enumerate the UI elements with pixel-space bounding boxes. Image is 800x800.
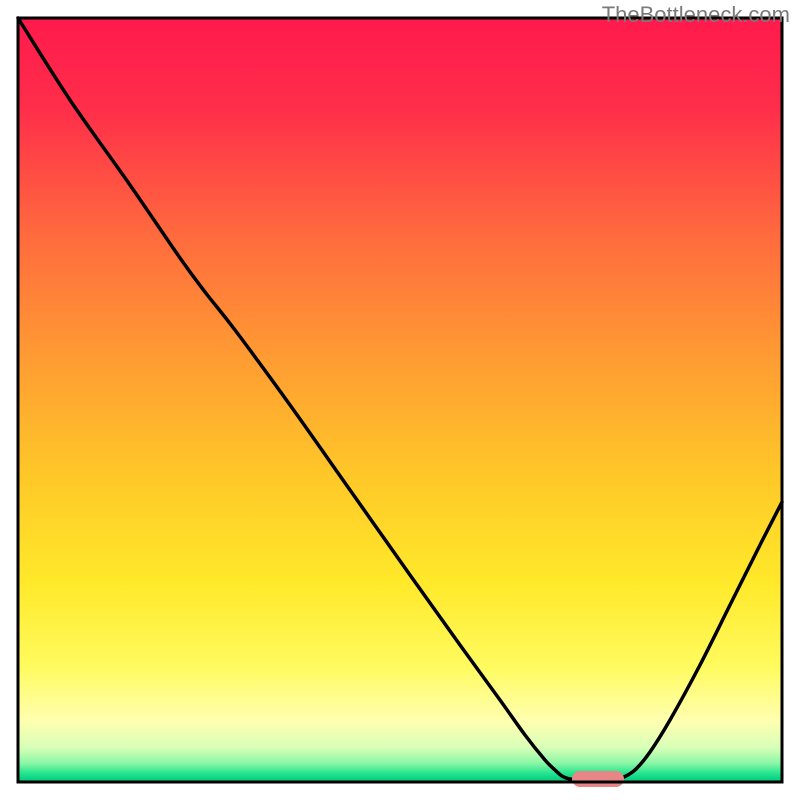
watermark-text: TheBottleneck.com	[602, 2, 790, 28]
bottleneck-chart	[0, 0, 800, 800]
optimum-marker	[572, 771, 624, 787]
chart-background	[18, 18, 782, 782]
chart-container: TheBottleneck.com	[0, 0, 800, 800]
